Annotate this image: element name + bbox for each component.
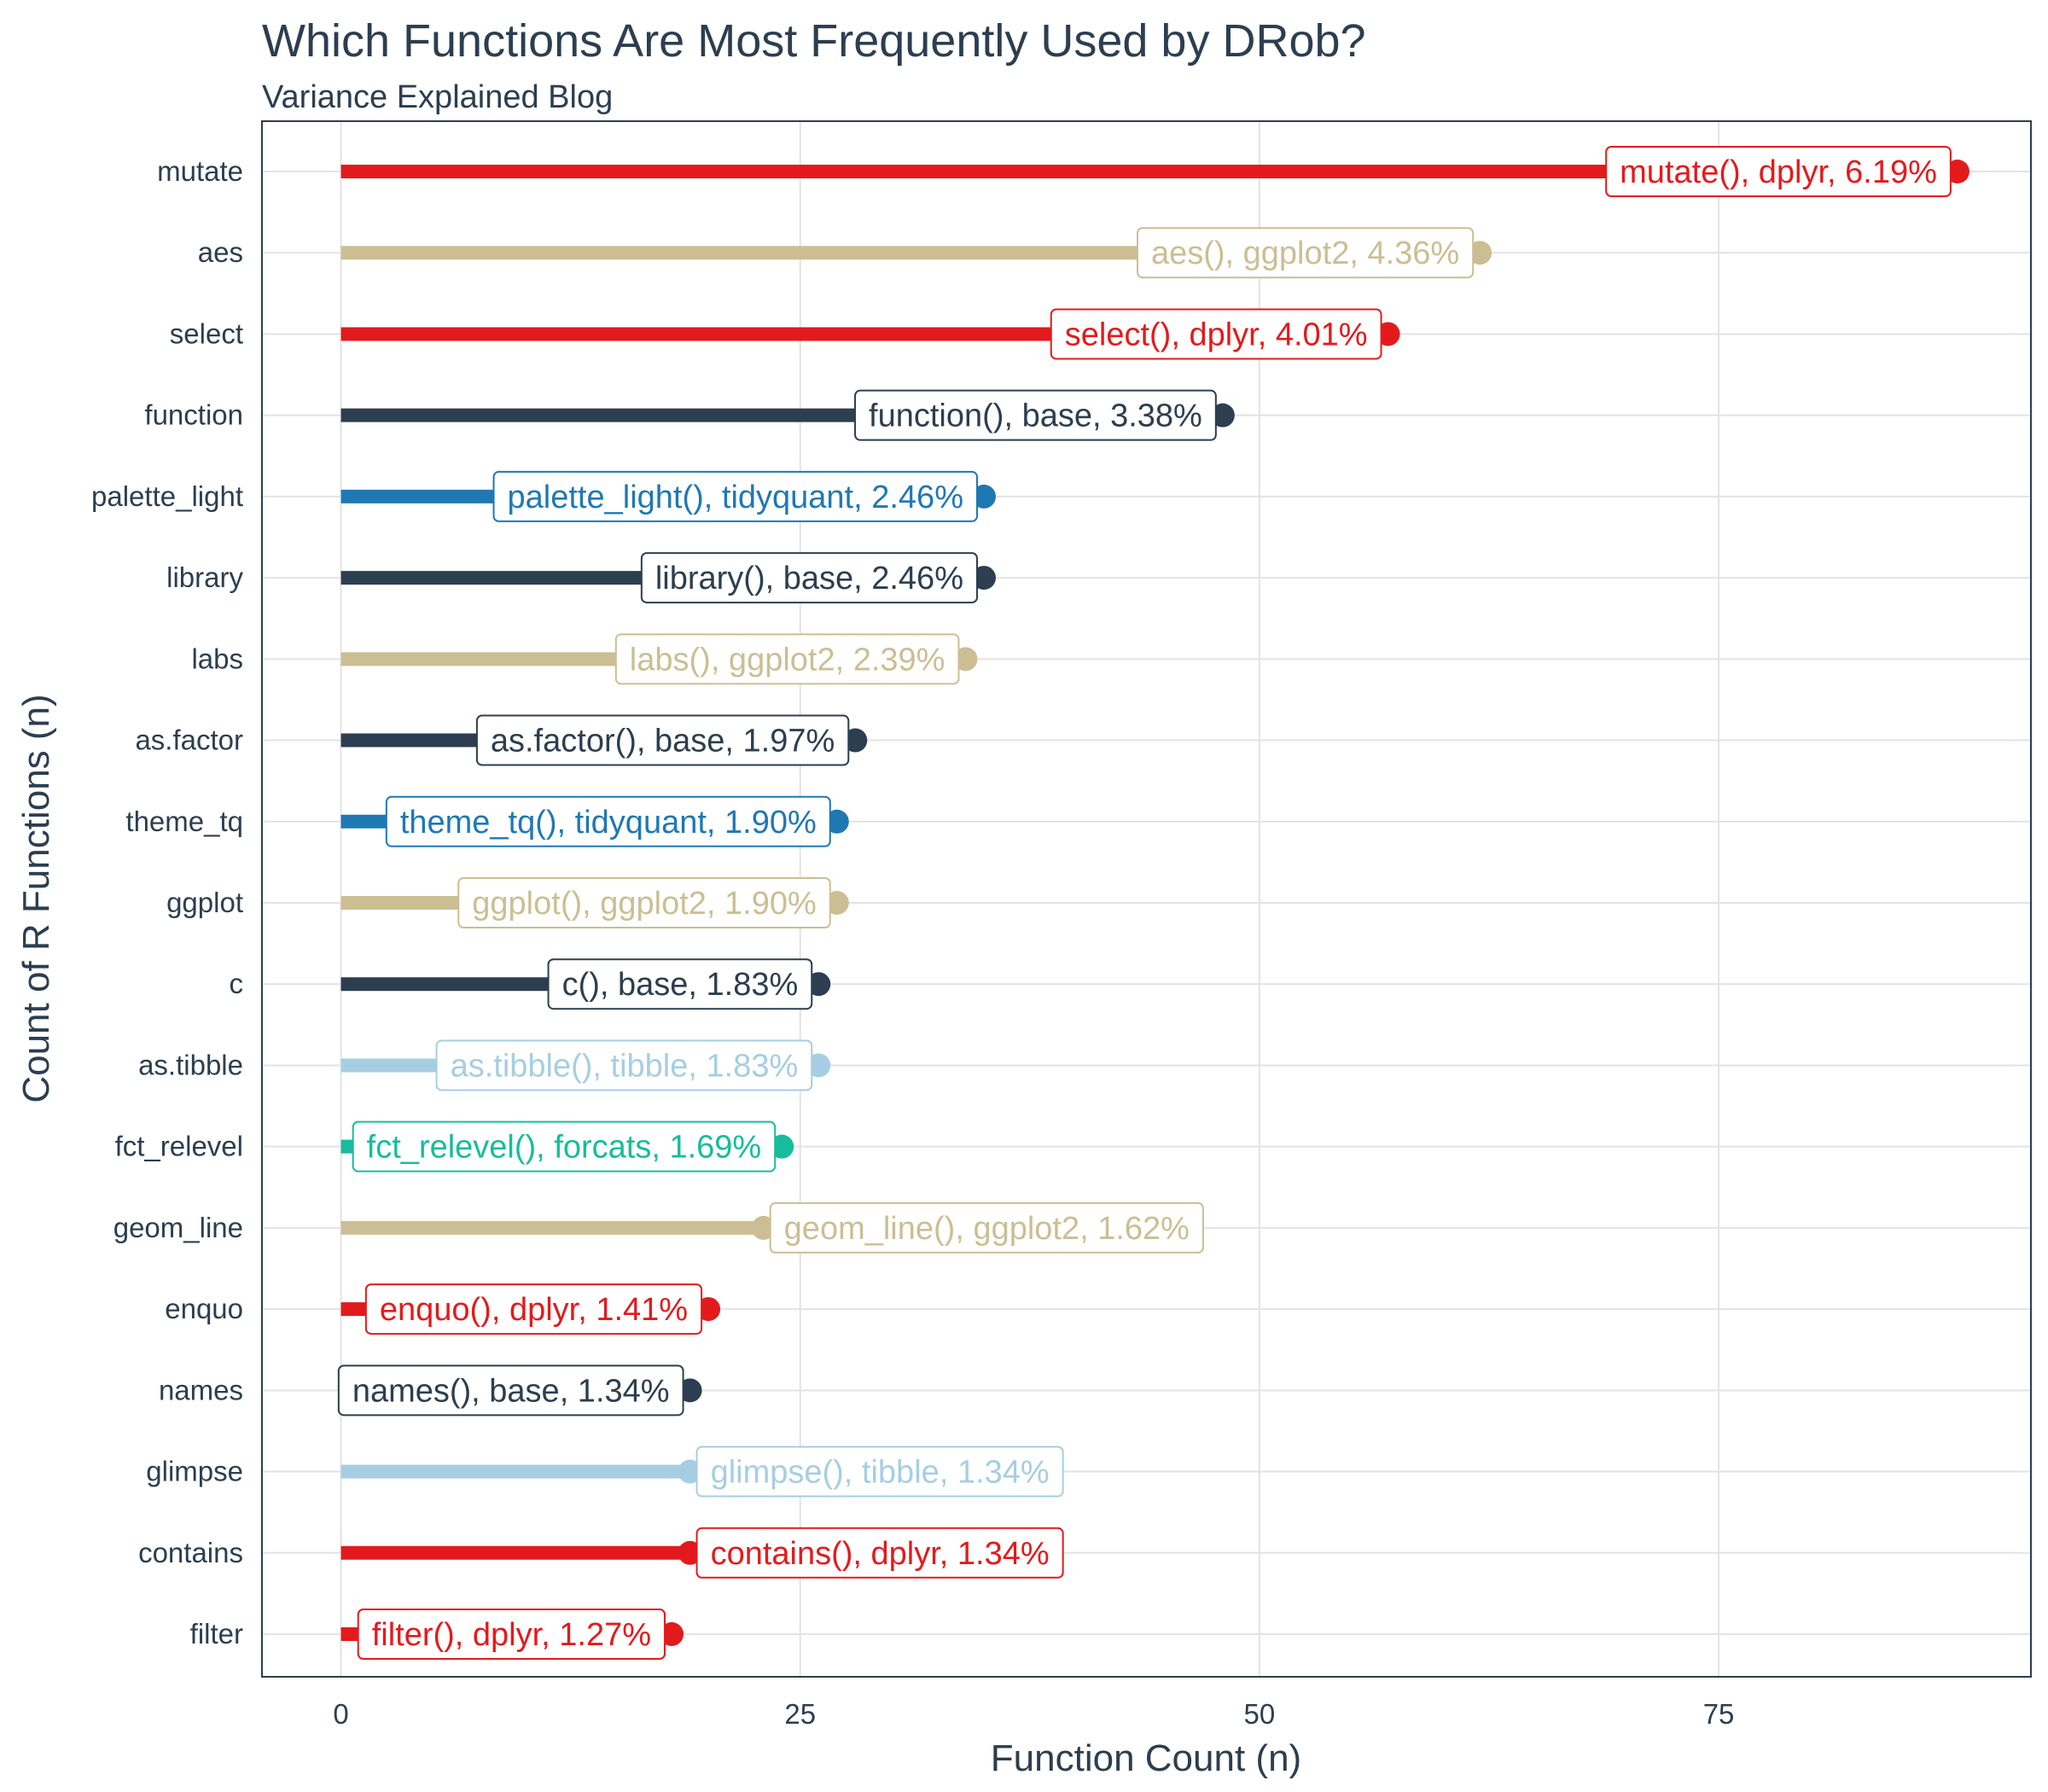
data-label-theme_tq: theme_tq(), tidyquant, 1.90% [400, 805, 817, 841]
x-tick-label: 75 [1703, 1698, 1735, 1730]
chart-subtitle: Variance Explained Blog [262, 79, 613, 115]
y-tick-label: palette_light [91, 480, 243, 512]
data-label-palette_light: palette_light(), tidyquant, 2.46% [508, 480, 963, 515]
data-label-box [492, 470, 978, 522]
y-tick-label: function [144, 399, 243, 431]
data-label-box [769, 1201, 1204, 1254]
data-label-box [435, 1039, 813, 1091]
data-label-as.tibble: as.tibble(), tibble, 1.83% [451, 1048, 799, 1084]
data-label-fct_relevel: fct_relevel(), forcats, 1.69% [367, 1130, 762, 1166]
data-label-box [1605, 146, 1952, 197]
data-label-box [854, 389, 1217, 441]
y-tick-label: enquo [165, 1293, 243, 1324]
x-tick-label: 25 [784, 1698, 816, 1730]
data-label-box [457, 877, 831, 928]
data-label-box [337, 1364, 684, 1417]
data-label-box [1136, 227, 1475, 279]
y-tick-label: glimpse [146, 1456, 243, 1487]
y-tick-label: ggplot [166, 887, 243, 918]
y-axis-ticks: mutate aes select function palette_lightlibr… [91, 155, 243, 1649]
y-tick-label: mutate [157, 155, 243, 187]
chart-title: Which Functions Are Most Frequently Used… [262, 15, 1366, 67]
data-label-glimpse: glimpse(), tibble, 1.34% [711, 1455, 1050, 1491]
y-tick-label: aes [198, 236, 243, 268]
y-tick-label: library [166, 561, 243, 593]
data-label-ggplot: ggplot(), ggplot2, 1.90% [472, 886, 817, 922]
data-label-box [475, 714, 850, 766]
data-label-box [640, 552, 978, 604]
y-tick-label: c [230, 968, 244, 999]
data-label-box [547, 958, 813, 1010]
data-label-contains: contains(), dplyr, 1.34% [711, 1536, 1050, 1572]
data-label-names: names(), base, 1.34% [352, 1373, 670, 1409]
x-axis-ticks: 0 25 50 75 [333, 1698, 1734, 1730]
point-labs [953, 647, 978, 672]
data-label-mutate: mutate(), dplyr, 6.19% [1620, 154, 1937, 190]
y-tick-label: fct_relevel [115, 1131, 243, 1162]
data-labels: mutate(), dplyr, 6.19% aes(), ggplot2, 4.… [337, 146, 1952, 1660]
x-axis-title: Function Count (n) [991, 1737, 1301, 1779]
data-label-box [364, 1283, 703, 1335]
x-tick-label: 50 [1244, 1698, 1276, 1730]
data-label-box [352, 1120, 777, 1172]
data-label-box [357, 1609, 666, 1660]
data-label-box [695, 1527, 1064, 1579]
data-label-aes: aes(), ggplot2, 4.36% [1151, 236, 1459, 271]
data-label-c: c(), base, 1.83% [562, 967, 799, 1003]
data-label-select: select(), dplyr, 4.01% [1065, 317, 1368, 352]
data-label-box [614, 633, 960, 685]
x-tick-label: 0 [333, 1698, 348, 1730]
y-tick-label: geom_line [113, 1212, 243, 1243]
data-label-function: function(), base, 3.38% [869, 399, 1202, 434]
y-tick-label: theme_tq [125, 806, 243, 837]
data-label-as.factor: as.factor(), base, 1.97% [491, 724, 835, 759]
y-tick-label: labs [191, 643, 243, 674]
point-fct_relevel [770, 1134, 794, 1159]
y-tick-label: as.factor [135, 724, 243, 756]
y-tick-label: names [159, 1374, 243, 1405]
data-label-box [695, 1446, 1064, 1498]
y-tick-label: contains [138, 1537, 243, 1568]
y-tick-label: select [170, 317, 243, 349]
y-tick-label: filter [190, 1618, 243, 1649]
data-label-library: library(), base, 2.46% [655, 561, 963, 596]
data-label-geom_line: geom_line(), ggplot2, 1.62% [784, 1211, 1190, 1247]
panel-border [261, 120, 2032, 1678]
data-label-filter: filter(), dplyr, 1.27% [372, 1617, 651, 1653]
y-tick-label: as.tibble [138, 1049, 243, 1080]
data-label-enquo: enquo(), dplyr, 1.41% [380, 1292, 688, 1328]
data-label-box [1050, 308, 1382, 360]
y-axis-title: Count of R Functions (n) [15, 694, 57, 1103]
data-label-box [385, 795, 831, 847]
data-label-labs: labs(), ggplot2, 2.39% [630, 642, 945, 678]
